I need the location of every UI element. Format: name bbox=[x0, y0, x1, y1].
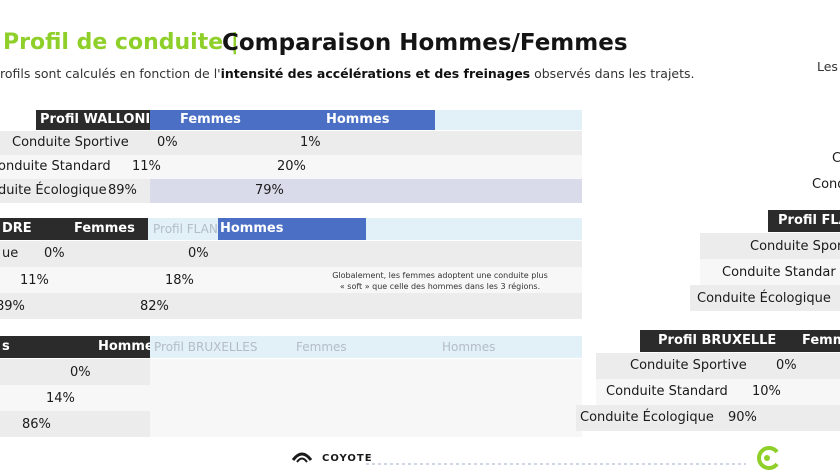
bruxelles-header-women: Femm bbox=[776, 330, 840, 352]
row-label: duite Écologique bbox=[0, 183, 107, 198]
table-row bbox=[690, 285, 840, 311]
summary-note: Globalement, les femmes adoptent une con… bbox=[332, 271, 548, 291]
row-label: Conduite Écologique bbox=[580, 410, 714, 425]
flandre-header-men: Hommes bbox=[218, 218, 366, 240]
row-women-value: 11% bbox=[132, 159, 161, 174]
table-row-highlight bbox=[150, 179, 582, 203]
table-row bbox=[0, 241, 582, 267]
right-fragment-c: C bbox=[832, 151, 840, 166]
table-row bbox=[0, 155, 582, 179]
subtitle: rofils sont calculés en fonction de l'in… bbox=[0, 66, 695, 81]
row-women-value: 10% bbox=[752, 384, 781, 399]
row-men-value: 0% bbox=[188, 246, 209, 261]
row-label: Conduite Sportive bbox=[630, 358, 747, 373]
row-men-value: 1% bbox=[300, 135, 321, 150]
row-women-value: 0% bbox=[44, 246, 65, 261]
row-women-value: 11% bbox=[20, 273, 49, 288]
row-label: ue bbox=[2, 246, 19, 261]
wallonie-header-ghost bbox=[435, 110, 582, 130]
row-label: Conduite Standar bbox=[722, 265, 836, 280]
row-label: Conduite Spor bbox=[750, 239, 840, 254]
wallonie-header-men: Hommes bbox=[290, 110, 435, 130]
coyote-logo-icon bbox=[291, 452, 313, 463]
third-header-ghost: Profil BRUXELLES Femmes Hommes bbox=[150, 336, 582, 358]
row-men-value: 20% bbox=[277, 159, 306, 174]
corner-logo-icon bbox=[757, 446, 779, 470]
wallonie-header-profile: Profil WALLONIE bbox=[36, 110, 159, 130]
right-flandre-header: Profil FLAN bbox=[768, 210, 840, 232]
row-men-value: 82% bbox=[140, 299, 169, 314]
row-women-value: 89% bbox=[108, 183, 137, 198]
table-row bbox=[150, 411, 582, 437]
flandre-header-ghost: Profil FLANDRE bbox=[148, 218, 243, 240]
bruxelles-header-profile: Profil BRUXELLES bbox=[640, 330, 786, 352]
row-value: 0% bbox=[70, 365, 91, 380]
table-row bbox=[0, 293, 582, 319]
page-title: Comparaison Hommes/Femmes bbox=[222, 30, 628, 56]
right-text-fragment: Les bbox=[817, 59, 838, 74]
row-women-value: 0% bbox=[776, 358, 797, 373]
table-row bbox=[0, 131, 582, 155]
table-row bbox=[700, 259, 840, 285]
row-value: 14% bbox=[46, 391, 75, 406]
flandre-header-ghost-right bbox=[366, 218, 582, 240]
table-row bbox=[150, 359, 582, 385]
row-label: onduite Standard bbox=[0, 159, 111, 174]
row-men-value: 18% bbox=[165, 273, 194, 288]
table-row bbox=[0, 411, 150, 437]
table-row bbox=[596, 353, 840, 379]
row-women-value: 90% bbox=[728, 410, 757, 425]
third-header-left: s Hommes bbox=[0, 336, 161, 358]
flandre-header-profile: DRE Femmes bbox=[0, 218, 148, 240]
row-label: Conduite Écologique bbox=[697, 291, 831, 306]
row-label: Conduite Standard bbox=[606, 384, 728, 399]
right-fragment-cond: Cond bbox=[812, 177, 840, 192]
bottom-dotted-divider bbox=[366, 463, 746, 465]
table-row bbox=[596, 379, 840, 405]
table-row bbox=[0, 179, 150, 203]
row-value: 86% bbox=[22, 417, 51, 432]
table-row bbox=[0, 359, 150, 385]
row-men-value: 79% bbox=[255, 183, 284, 198]
coyote-logo-text: COYOTE bbox=[322, 453, 373, 464]
title-ghost: Profil de conduite | bbox=[3, 30, 239, 55]
table-row bbox=[700, 233, 840, 259]
table-row bbox=[0, 267, 582, 293]
table-row bbox=[576, 405, 840, 431]
row-women-value: 0% bbox=[157, 135, 178, 150]
wallonie-header-women: Femmes bbox=[150, 110, 290, 130]
row-women-value: 89% bbox=[0, 299, 25, 314]
row-label: Conduite Sportive bbox=[12, 135, 129, 150]
table-row bbox=[0, 385, 582, 411]
